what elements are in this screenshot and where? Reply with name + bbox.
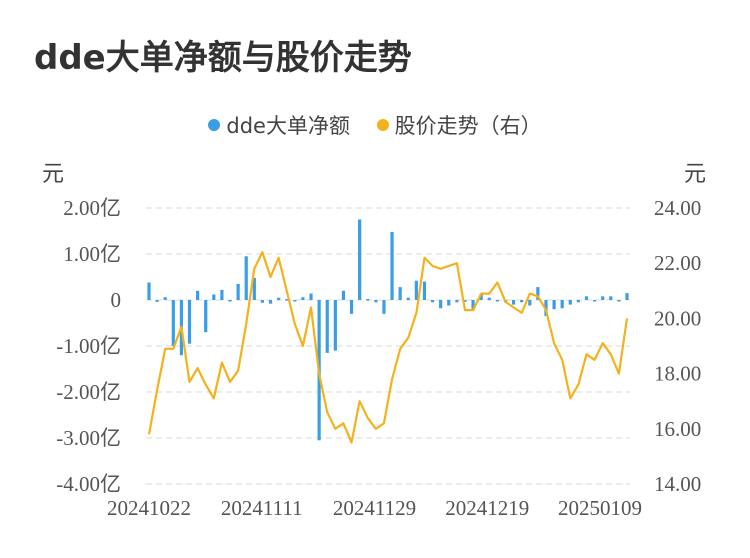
bar [171, 300, 175, 346]
line-series-price [147, 251, 629, 444]
chart-legend: dde大单净额 股价走势（右） [0, 110, 750, 140]
left-tick-label: 0 [111, 288, 122, 312]
right-tick-label: 18.00 [654, 362, 701, 386]
left-tick-label: -1.00亿 [56, 334, 121, 358]
bar [617, 300, 621, 302]
bar [187, 300, 192, 344]
bar [495, 300, 499, 302]
bar [333, 300, 337, 351]
x-tick-label: 20241022 [107, 496, 191, 520]
bar [511, 300, 516, 305]
right-tick-label: 20.00 [654, 306, 701, 330]
bar [309, 293, 313, 300]
bar [163, 297, 167, 300]
bar [220, 289, 224, 300]
right-tick-label: 22.00 [654, 251, 701, 275]
right-axis: 24.00 22.00 20.00 18.00 16.00 14.00 [654, 196, 701, 496]
left-tick-label: -2.00亿 [56, 380, 121, 404]
bar [455, 300, 459, 303]
bar [268, 300, 273, 304]
bar [252, 277, 256, 300]
bar [285, 299, 289, 301]
bar [204, 300, 208, 333]
right-tick-label: 24.00 [654, 196, 701, 220]
bar [463, 300, 467, 302]
bar [447, 300, 451, 306]
x-tick-label: 20250109 [558, 496, 642, 520]
x-tick-label: 20241129 [333, 496, 416, 520]
x-axis: 20241022 20241111 20241129 20241219 20250109 [107, 496, 642, 520]
bar [584, 296, 589, 300]
bar [414, 280, 418, 300]
left-tick-label: 2.00亿 [63, 196, 121, 220]
bar [374, 300, 378, 303]
bar [293, 300, 297, 302]
left-tick-label: 1.00亿 [63, 242, 121, 266]
legend-dot-dde-icon [208, 119, 221, 131]
legend-item-dde[interactable]: dde大单净额 [208, 110, 350, 140]
bar [147, 282, 151, 300]
grid-lines [146, 207, 630, 485]
right-tick-label: 16.00 [654, 417, 701, 441]
bar [236, 283, 240, 300]
bar [552, 300, 556, 310]
bar [536, 287, 540, 300]
bar [196, 290, 200, 300]
left-axis: 2.00亿 1.00亿 0 -1.00亿 -2.00亿 -3.00亿 -4.00亿 [56, 196, 121, 496]
legend-dot-price-icon [376, 119, 389, 131]
bar [382, 300, 386, 314]
bar [568, 300, 572, 305]
bar [358, 219, 362, 300]
bar [439, 300, 443, 309]
bar [325, 300, 329, 353]
bar [406, 297, 410, 300]
legend-item-price[interactable]: 股价走势（右） [376, 110, 542, 140]
bar [390, 231, 394, 300]
bar [592, 300, 597, 302]
left-axis-unit: 元 [42, 162, 65, 187]
bar [277, 297, 281, 300]
bar [471, 300, 475, 310]
bar [155, 300, 159, 302]
bar [479, 294, 483, 300]
bar [625, 293, 629, 300]
bar [487, 297, 491, 300]
bar [212, 294, 216, 300]
bar [366, 299, 370, 301]
x-tick-label: 20241111 [221, 496, 303, 520]
bar [528, 300, 532, 306]
bar [430, 300, 435, 303]
chart-title: dde大单净额与股价走势 [34, 38, 412, 78]
bar [260, 300, 265, 303]
left-tick-label: -3.00亿 [56, 426, 121, 450]
legend-label-price: 股价走势（右） [394, 114, 542, 138]
bar [576, 300, 580, 303]
right-axis-unit: 元 [684, 162, 707, 187]
right-tick-label: 14.00 [654, 472, 701, 496]
bar [422, 281, 427, 300]
bar [560, 300, 564, 309]
bar [398, 287, 402, 300]
bar [301, 297, 305, 300]
bar [244, 256, 248, 300]
price-line [147, 251, 629, 444]
bar [609, 296, 613, 300]
bar [601, 296, 605, 300]
bar [228, 300, 232, 302]
bar [520, 300, 524, 303]
left-tick-label: -4.00亿 [56, 472, 121, 496]
legend-label-dde: dde大单净额 [226, 114, 350, 138]
bar [349, 300, 354, 314]
x-tick-label: 20241219 [445, 496, 529, 520]
bar [341, 290, 346, 300]
